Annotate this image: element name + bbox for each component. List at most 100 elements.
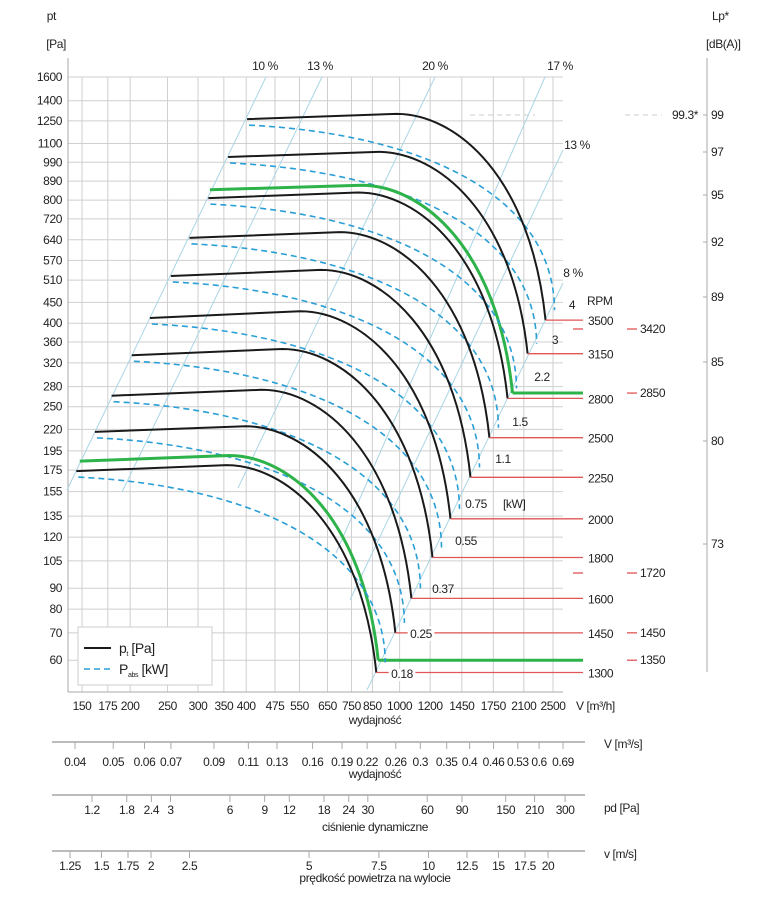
efficiency-label: 8 % (563, 266, 583, 280)
secondary-tick-label: 0.13 (266, 755, 288, 769)
power-label: 0.18 (391, 667, 413, 681)
sound-tick-label: 89 (711, 290, 724, 304)
y-tick-label: 890 (43, 174, 63, 188)
x-tick-label: 300 (189, 699, 209, 713)
secondary-tick-label: 0.69 (552, 755, 574, 769)
power-curve-1800 (133, 360, 443, 548)
power-curve-2800 (210, 203, 518, 389)
efficiency-label: 10 % (252, 59, 278, 73)
x-tick-label: 2100 (511, 699, 537, 713)
secondary-tick-label: 7.5 (371, 859, 387, 873)
efficiency-line (366, 282, 564, 691)
pressure-curve-1350 (79, 453, 380, 661)
secondary-tick-label: 24 (342, 803, 355, 817)
secondary-tick-label: 12 (283, 803, 296, 817)
legend: pt [Pa] Pabs [kW] (77, 626, 213, 686)
power-curve-2500 (191, 243, 500, 428)
secondary-axis-unit: v [m/s] (604, 847, 637, 861)
secondary-tick-label: 10 (422, 859, 435, 873)
power-label: 0.75 (465, 497, 487, 511)
efficiency-label: 17 % (547, 59, 573, 73)
secondary-tick-label: 5 (306, 859, 313, 873)
sound-tick-label: 85 (711, 355, 724, 369)
grid (52, 58, 708, 858)
secondary-tick-label: 1.8 (119, 803, 135, 817)
efficiency-line (237, 76, 436, 489)
y-tick-label: 450 (43, 295, 63, 309)
secondary-tick-label: 0.6 (531, 755, 547, 769)
y-tick-label: 280 (43, 380, 63, 394)
rpm-value-label: 3500 (588, 314, 614, 328)
y-tick-label: 400 (43, 316, 63, 330)
secondary-tick-label: 210 (525, 803, 545, 817)
legend-pressure-label: pt [Pa] (119, 640, 155, 658)
power-label: 1.1 (495, 452, 511, 466)
rpm-value-label: 3150 (588, 348, 614, 362)
secondary-tick-label: 30 (362, 803, 375, 817)
pressure-curve-2000 (149, 310, 452, 519)
power-unit-label: [kW] (503, 497, 525, 511)
sound-tick-label: 92 (711, 235, 724, 249)
secondary-tick-label: 12.5 (456, 859, 478, 873)
rpm-value-label: 3420 (640, 322, 666, 336)
secondary-tick-label: 1.5 (94, 859, 110, 873)
secondary-tick-label: 0.19 (331, 755, 353, 769)
secondary-axis-title: prędkość powietrza na wylocie (299, 871, 451, 885)
rpm-value-label: 1720 (640, 566, 666, 580)
x-tick-label: 1750 (481, 699, 507, 713)
sound-tick-label: 99 (711, 108, 724, 122)
power-curve-3150 (230, 162, 538, 344)
y-tick-label: 1600 (37, 70, 63, 84)
secondary-tick-label: 17.5 (514, 859, 536, 873)
efficiency-line (66, 76, 267, 491)
secondary-axis-title: ciśnienie dynamiczne (322, 820, 429, 834)
secondary-tick-label: 1.25 (59, 859, 81, 873)
y-tick-label: 360 (43, 335, 63, 349)
rpm-label: RPM (587, 294, 613, 308)
secondary-tick-label: 90 (456, 803, 469, 817)
pressure-curve-3500 (247, 112, 547, 321)
sound-tick-label: 73 (711, 537, 724, 551)
secondary-tick-label: 0.35 (436, 755, 458, 769)
y-tick-label: 800 (43, 193, 63, 207)
secondary-tick-label: 2.4 (144, 803, 160, 817)
secondary-tick-label: 0.46 (483, 755, 505, 769)
x-tick-label: 175 (98, 699, 118, 713)
power-label: 1.5 (512, 415, 528, 429)
secondary-tick-label: 0.09 (203, 755, 225, 769)
secondary-tick-label: 0.4 (462, 755, 478, 769)
efficiency-line (121, 76, 323, 493)
x-axis-title: wydajność (348, 713, 402, 727)
y-tick-label: 195 (43, 444, 63, 458)
y-tick-label: 70 (49, 626, 62, 640)
power-label: 3 (552, 333, 559, 347)
rpm-value-label: 2250 (588, 471, 614, 485)
y-tick-label: 570 (43, 253, 63, 267)
secondary-tick-label: 0.3 (413, 755, 429, 769)
power-curve-2000 (151, 323, 461, 509)
power-curve-1300 (78, 476, 387, 663)
x-tick-label: 1000 (387, 699, 413, 713)
secondary-axis-title: wydajność (348, 767, 402, 781)
power-curve-2250 (172, 281, 481, 468)
x-tick-label: 750 (342, 699, 362, 713)
sound-tick-label: 95 (711, 188, 724, 202)
pressure-curve-1800 (131, 348, 434, 558)
power-label: 0.25 (410, 627, 432, 641)
power-curve-1450 (96, 437, 406, 623)
rpm-value-label: 1600 (588, 592, 614, 606)
secondary-tick-label: 300 (556, 803, 576, 817)
rpm-value-label: 2850 (640, 386, 666, 400)
pressure-curve-2500 (189, 231, 491, 438)
pressure-curve-2800 (208, 191, 509, 399)
y-tick-label: 90 (49, 581, 62, 595)
power-label: 0.37 (432, 582, 454, 596)
labels: 1600140012501100990890800720640570510450… (37, 59, 725, 885)
x-tick-label: 2500 (540, 699, 566, 713)
y-tick-label: 105 (43, 554, 63, 568)
rpm-value-label: 2800 (588, 392, 614, 406)
sound-axis-title: Lp* (712, 9, 730, 23)
y-tick-label: 80 (49, 602, 62, 616)
y-tick-label: 120 (43, 530, 63, 544)
